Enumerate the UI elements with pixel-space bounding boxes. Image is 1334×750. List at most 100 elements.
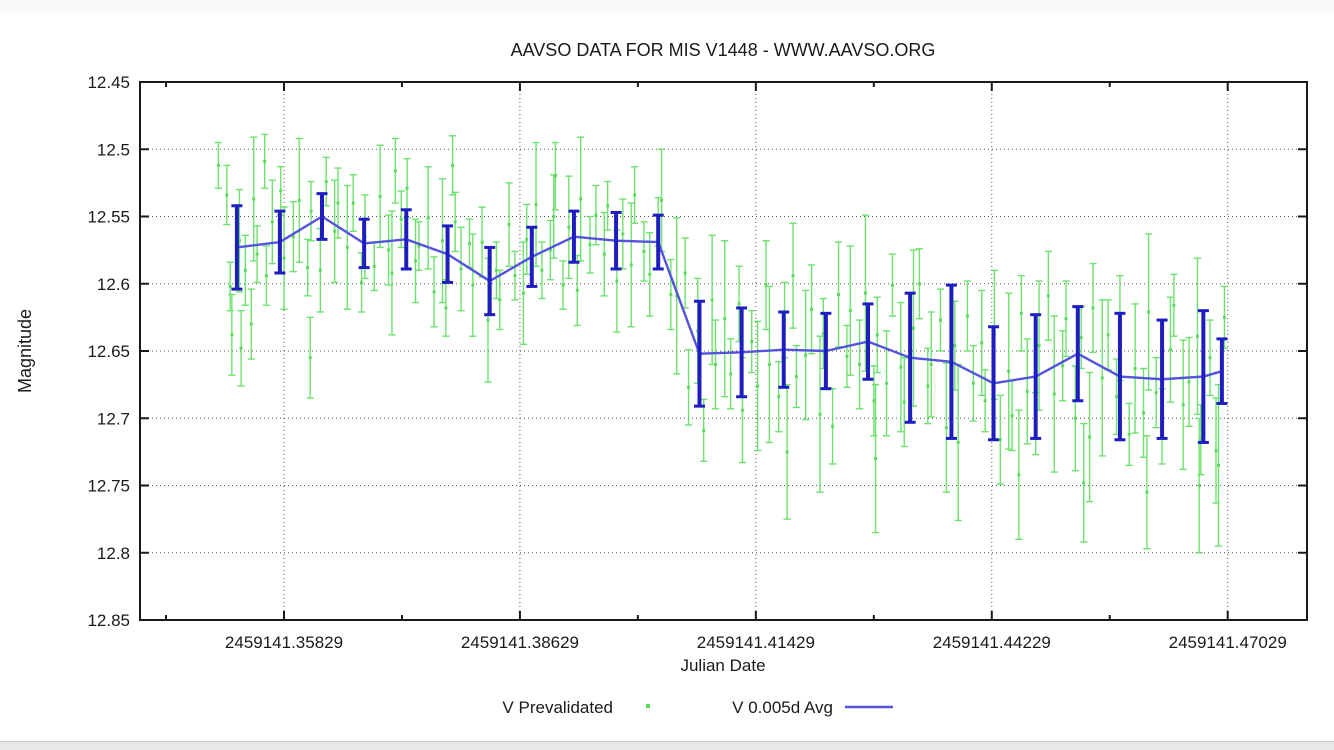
gridlines [140, 82, 1307, 620]
green-point-marker [264, 274, 268, 278]
green-point-marker [1025, 389, 1029, 393]
green-point-marker [648, 272, 652, 276]
green-point-marker [750, 340, 754, 344]
green-point-marker [983, 399, 987, 403]
green-point-marker [308, 356, 312, 360]
green-point-marker [818, 412, 822, 416]
green-point-marker [567, 225, 571, 229]
green-point-marker [1073, 416, 1077, 420]
green-point-marker [926, 384, 930, 388]
green-point-marker [1172, 303, 1176, 307]
green-point-marker [621, 232, 625, 236]
green-point-marker [1199, 438, 1203, 442]
green-point-marker [1147, 310, 1151, 314]
green-point-marker [890, 283, 894, 287]
green-point-marker [309, 209, 313, 213]
y-tick-label: 12.85 [87, 611, 130, 630]
y-tick-label: 12.7 [97, 409, 130, 428]
green-point-marker [561, 283, 565, 287]
green-point-marker [956, 440, 960, 444]
green-point-marker [729, 372, 733, 376]
green-point-marker [1208, 356, 1212, 360]
green-point-marker [971, 381, 975, 385]
green-point-marker [1154, 391, 1158, 395]
green-point-marker [917, 282, 921, 286]
green-point-marker [513, 274, 517, 278]
green-point-marker [486, 318, 490, 322]
green-point-marker [1082, 481, 1086, 485]
legend: V Prevalidated V 0.005d Avg [502, 698, 893, 717]
green-point-marker [249, 322, 253, 326]
green-point-marker [498, 298, 502, 302]
green-point-marker [405, 186, 409, 190]
green-point-marker [885, 381, 889, 385]
green-point-marker [426, 216, 430, 220]
green-point-marker [804, 353, 808, 357]
tick-labels: 12.45 12.5 12.55 12.6 12.65 12.7 12.75 12.8 12.8… [87, 73, 1286, 652]
green-point-marker [318, 268, 322, 272]
green-point-marker [1019, 311, 1023, 315]
green-point-marker [791, 274, 795, 278]
average-line [236, 215, 1223, 385]
green-point-marker [737, 302, 741, 306]
legend-label-prevalidated: V Prevalidated [502, 698, 613, 717]
x-tick-label: 2459141.47029 [1169, 633, 1287, 652]
green-point-marker [1007, 369, 1011, 373]
chart-title: AAVSO DATA FOR MIS V1448 - WWW.AAVSO.ORG [511, 40, 936, 60]
green-point-marker [767, 362, 771, 366]
green-point-marker [998, 438, 1002, 442]
green-point-marker [1115, 395, 1119, 399]
green-point-marker [683, 271, 687, 275]
green-point-marker [263, 159, 267, 163]
green-point-marker [467, 241, 471, 245]
plot-border [139, 81, 1308, 621]
green-point-marker [831, 424, 835, 428]
green-point-marker [710, 298, 714, 302]
green-point-marker [279, 189, 283, 193]
green-point-marker [1046, 294, 1050, 298]
green-point-marker [351, 201, 355, 205]
green-point-marker [874, 457, 878, 461]
green-point-marker [459, 267, 463, 271]
green-point-marker [837, 293, 841, 297]
green-point-marker [239, 346, 243, 350]
green-point-marker [821, 332, 825, 336]
x-tick-label: 2459141.38629 [461, 633, 579, 652]
green-point-marker [333, 229, 337, 233]
y-tick-label: 12.55 [87, 208, 130, 227]
green-point-marker [629, 263, 633, 267]
green-point-marker [228, 284, 232, 288]
green-point-marker [810, 307, 814, 311]
green-point-marker [756, 384, 760, 388]
green-point-marker [1133, 366, 1137, 370]
green-point-marker [794, 375, 798, 379]
green-point-marker [902, 400, 906, 404]
axis-ticks [140, 81, 1307, 621]
green-point-marker [899, 365, 903, 369]
green-point-marker [642, 249, 646, 253]
green-point-marker [1088, 435, 1092, 439]
green-point-marker [858, 362, 862, 366]
green-point-marker [471, 283, 475, 287]
bottom-ui-strip [0, 741, 1334, 750]
green-point-marker [980, 341, 984, 345]
green-point-marker [552, 215, 556, 218]
green-point-marker [417, 244, 421, 248]
green-point-marker [252, 197, 256, 201]
green-point-marker [399, 217, 403, 221]
green-point-marker [1017, 473, 1021, 477]
green-point-marker [1214, 449, 1218, 453]
green-point-marker [521, 291, 525, 295]
green-point-marker [291, 235, 295, 239]
y-tick-label: 12.65 [87, 342, 130, 361]
green-point-marker [875, 333, 879, 337]
green-point-marker [848, 309, 852, 313]
green-point-marker [1181, 403, 1185, 407]
y-tick-label: 12.8 [97, 544, 130, 563]
green-point-marker [785, 450, 789, 454]
green-point-marker [594, 213, 598, 217]
average-series [231, 192, 1228, 444]
green-point-marker [255, 252, 259, 256]
green-point-marker [336, 201, 340, 205]
